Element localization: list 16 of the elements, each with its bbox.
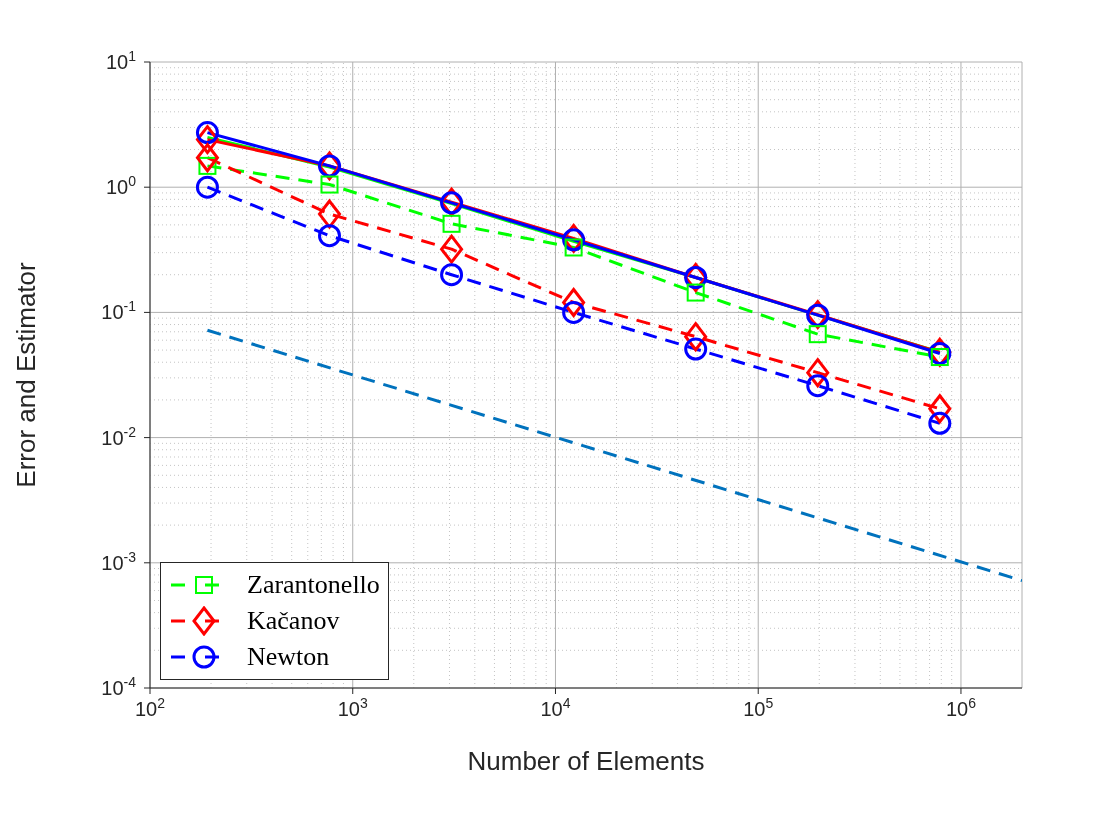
y-tick-label: 10$^{-2}$ — [101, 423, 137, 449]
y-tick-label: 10$^{-4}$ — [101, 674, 137, 699]
x-tick-label: 10$^{3}$ — [337, 695, 368, 720]
y-tick-label: 10$^{-1}$ — [101, 298, 137, 324]
legend-label: Kačanov — [247, 605, 340, 637]
y-tick-label: 10$^{1}$ — [105, 48, 137, 73]
x-tick-label: 10$^{4}$ — [540, 695, 571, 720]
x-tick-label: 10$^{6}$ — [945, 695, 977, 720]
y-axis-title: Error and Estimator — [11, 261, 42, 488]
y-tick-label: 10$^{-3}$ — [101, 548, 137, 574]
y-tick-label: 10$^{0}$ — [105, 173, 137, 199]
x-tick-label: 10$^{5}$ — [743, 695, 774, 720]
legend-label: Newton — [247, 641, 330, 673]
x-tick-label: 10$^{2}$ — [134, 695, 166, 720]
legend-label: Zarantonello — [247, 569, 380, 601]
x-axis-title: Number of Elements — [467, 746, 705, 776]
